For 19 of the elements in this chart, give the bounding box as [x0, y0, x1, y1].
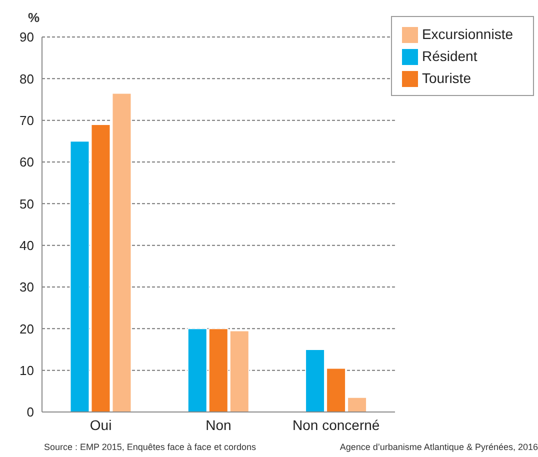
- y-tick-label: 30: [20, 280, 34, 295]
- legend-label: Touriste: [422, 70, 471, 86]
- y-tick-label: 60: [20, 154, 34, 170]
- legend-label: Résident: [422, 48, 478, 64]
- y-tick-label: 90: [20, 30, 34, 45]
- y-tick-label: 70: [20, 112, 34, 128]
- x-tick-label: Oui: [90, 416, 112, 433]
- y-tick-label: 10: [20, 362, 34, 378]
- source-note: Source : EMP 2015, Enquêtes face à face et cordons: [44, 442, 256, 452]
- y-tick-label: 80: [20, 71, 34, 86]
- y-tick-label: 40: [20, 238, 34, 253]
- text: Agence d’urbanisme Atlantique & Pyrénées, 2016: [340, 442, 538, 452]
- y-tick-label: 0: [26, 404, 34, 420]
- x-tick-label: Non concerné: [292, 416, 380, 433]
- y-axis-title: %: [28, 10, 40, 25]
- y-tick-label: 20: [20, 321, 34, 336]
- x-tick-label: Non: [206, 416, 232, 433]
- y-tick-label: 50: [20, 196, 34, 212]
- legend-label: Excursionniste: [422, 26, 513, 42]
